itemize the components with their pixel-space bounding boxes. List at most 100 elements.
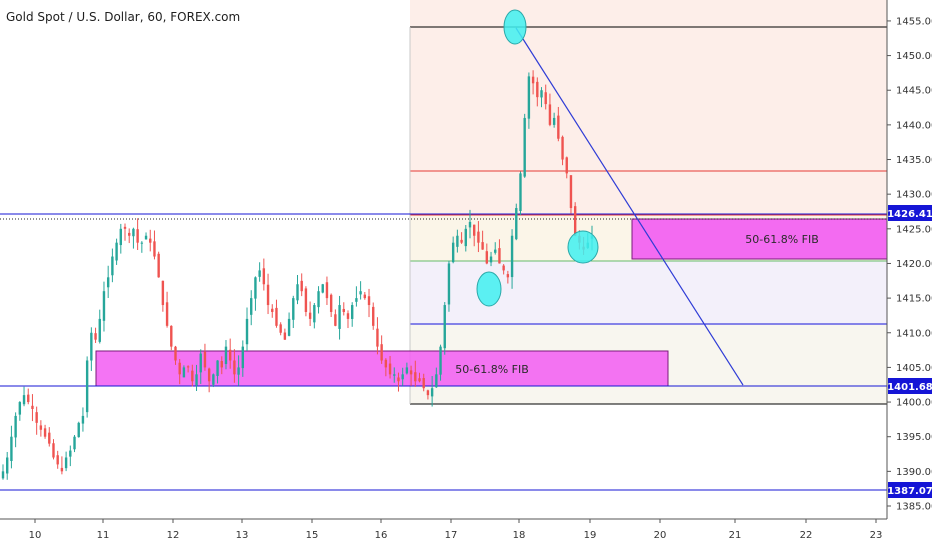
candle-body[interactable] <box>69 450 72 457</box>
candle-body[interactable] <box>409 370 413 375</box>
candle-body[interactable] <box>43 428 47 437</box>
candle-body[interactable] <box>111 256 114 276</box>
candle-body[interactable] <box>536 81 539 98</box>
candle-body[interactable] <box>418 378 421 382</box>
candle-body[interactable] <box>233 360 236 375</box>
candle-body[interactable] <box>271 308 274 312</box>
candle-body[interactable] <box>241 346 245 369</box>
candle-body[interactable] <box>338 305 341 329</box>
candle-body[interactable] <box>531 76 535 84</box>
candle-body[interactable] <box>376 328 379 347</box>
candle-body[interactable] <box>64 457 68 469</box>
candle-body[interactable] <box>456 235 459 247</box>
candle-body[interactable] <box>510 235 514 278</box>
candle-body[interactable] <box>481 242 484 250</box>
candle-body[interactable] <box>325 282 329 299</box>
candle-body[interactable] <box>149 238 152 243</box>
candle-body[interactable] <box>473 224 476 236</box>
candle-body[interactable] <box>128 232 131 236</box>
circle-low-left[interactable] <box>476 271 502 307</box>
candle-body[interactable] <box>494 249 497 253</box>
candle-body[interactable] <box>405 367 409 374</box>
candle-body[interactable] <box>292 298 295 320</box>
candle-body[interactable] <box>94 333 97 340</box>
candle-body[interactable] <box>447 263 451 305</box>
candle-body[interactable] <box>31 405 34 409</box>
candle-body[interactable] <box>48 432 51 444</box>
candle-body[interactable] <box>342 308 345 312</box>
candle-body[interactable] <box>397 377 400 382</box>
candle-body[interactable] <box>372 306 375 326</box>
candle-body[interactable] <box>27 394 30 403</box>
candle-body[interactable] <box>115 242 118 261</box>
candle-body[interactable] <box>334 314 337 326</box>
candle-body[interactable] <box>191 370 194 382</box>
candle-body[interactable] <box>165 302 169 326</box>
candle-body[interactable] <box>56 455 59 465</box>
candle-body[interactable] <box>300 280 303 292</box>
candle-body[interactable] <box>304 288 308 312</box>
candle-body[interactable] <box>350 305 354 319</box>
candle-body[interactable] <box>435 374 438 388</box>
candle-body[interactable] <box>552 117 556 125</box>
candle-body[interactable] <box>39 425 43 430</box>
candle-body[interactable] <box>321 284 324 293</box>
candle-body[interactable] <box>228 349 232 361</box>
candle-body[interactable] <box>313 305 316 323</box>
candle-body[interactable] <box>363 294 367 299</box>
candle-body[interactable] <box>207 368 211 382</box>
trendline[interactable] <box>515 27 744 386</box>
circle-high[interactable] <box>503 9 527 45</box>
candle-body[interactable] <box>489 256 493 263</box>
candle-body[interactable] <box>102 291 106 321</box>
candle-body[interactable] <box>275 307 278 326</box>
candle-body[interactable] <box>52 443 55 458</box>
candle-body[interactable] <box>329 294 333 312</box>
candle-body[interactable] <box>380 344 383 361</box>
candle-body[interactable] <box>195 374 198 386</box>
candle-body[interactable] <box>106 277 110 288</box>
candle-body[interactable] <box>6 457 9 474</box>
candle-body[interactable] <box>212 374 215 385</box>
candle-body[interactable] <box>523 117 526 177</box>
candle-body[interactable] <box>557 115 560 139</box>
candle-body[interactable] <box>401 374 404 380</box>
candle-body[interactable] <box>136 229 139 243</box>
candle-body[interactable] <box>367 296 371 306</box>
candle-body[interactable] <box>254 277 257 299</box>
candle-body[interactable] <box>515 208 518 240</box>
candle-body[interactable] <box>1 471 5 479</box>
candle-body[interactable] <box>422 378 425 389</box>
candle-body[interactable] <box>569 175 573 209</box>
candle-body[interactable] <box>464 228 467 247</box>
candle-body[interactable] <box>119 228 122 246</box>
candle-body[interactable] <box>18 402 22 415</box>
candle-body[interactable] <box>266 284 270 306</box>
circle-low-right[interactable] <box>567 230 599 264</box>
candle-body[interactable] <box>10 436 13 461</box>
candle-body[interactable] <box>174 346 177 361</box>
candle-body[interactable] <box>498 248 501 264</box>
candle-body[interactable] <box>132 228 135 237</box>
candle-body[interactable] <box>359 291 362 295</box>
candle-body[interactable] <box>561 136 564 160</box>
candle-body[interactable] <box>355 298 358 302</box>
candle-body[interactable] <box>14 415 17 438</box>
candle-body[interactable] <box>203 351 207 368</box>
candle-body[interactable] <box>77 422 80 438</box>
candle-body[interactable] <box>161 280 165 306</box>
candle-body[interactable] <box>540 90 543 98</box>
candle-body[interactable] <box>123 226 127 229</box>
candle-body[interactable] <box>144 235 148 240</box>
candle-body[interactable] <box>548 104 552 125</box>
candle-body[interactable] <box>60 467 64 472</box>
candle-body[interactable] <box>477 231 480 243</box>
candle-body[interactable] <box>178 362 181 375</box>
candle-body[interactable] <box>388 363 392 375</box>
candle-body[interactable] <box>485 251 489 264</box>
candle-body[interactable] <box>22 395 26 405</box>
candle-body[interactable] <box>573 206 577 236</box>
candle-body[interactable] <box>527 76 531 119</box>
candle-body[interactable] <box>262 268 266 285</box>
